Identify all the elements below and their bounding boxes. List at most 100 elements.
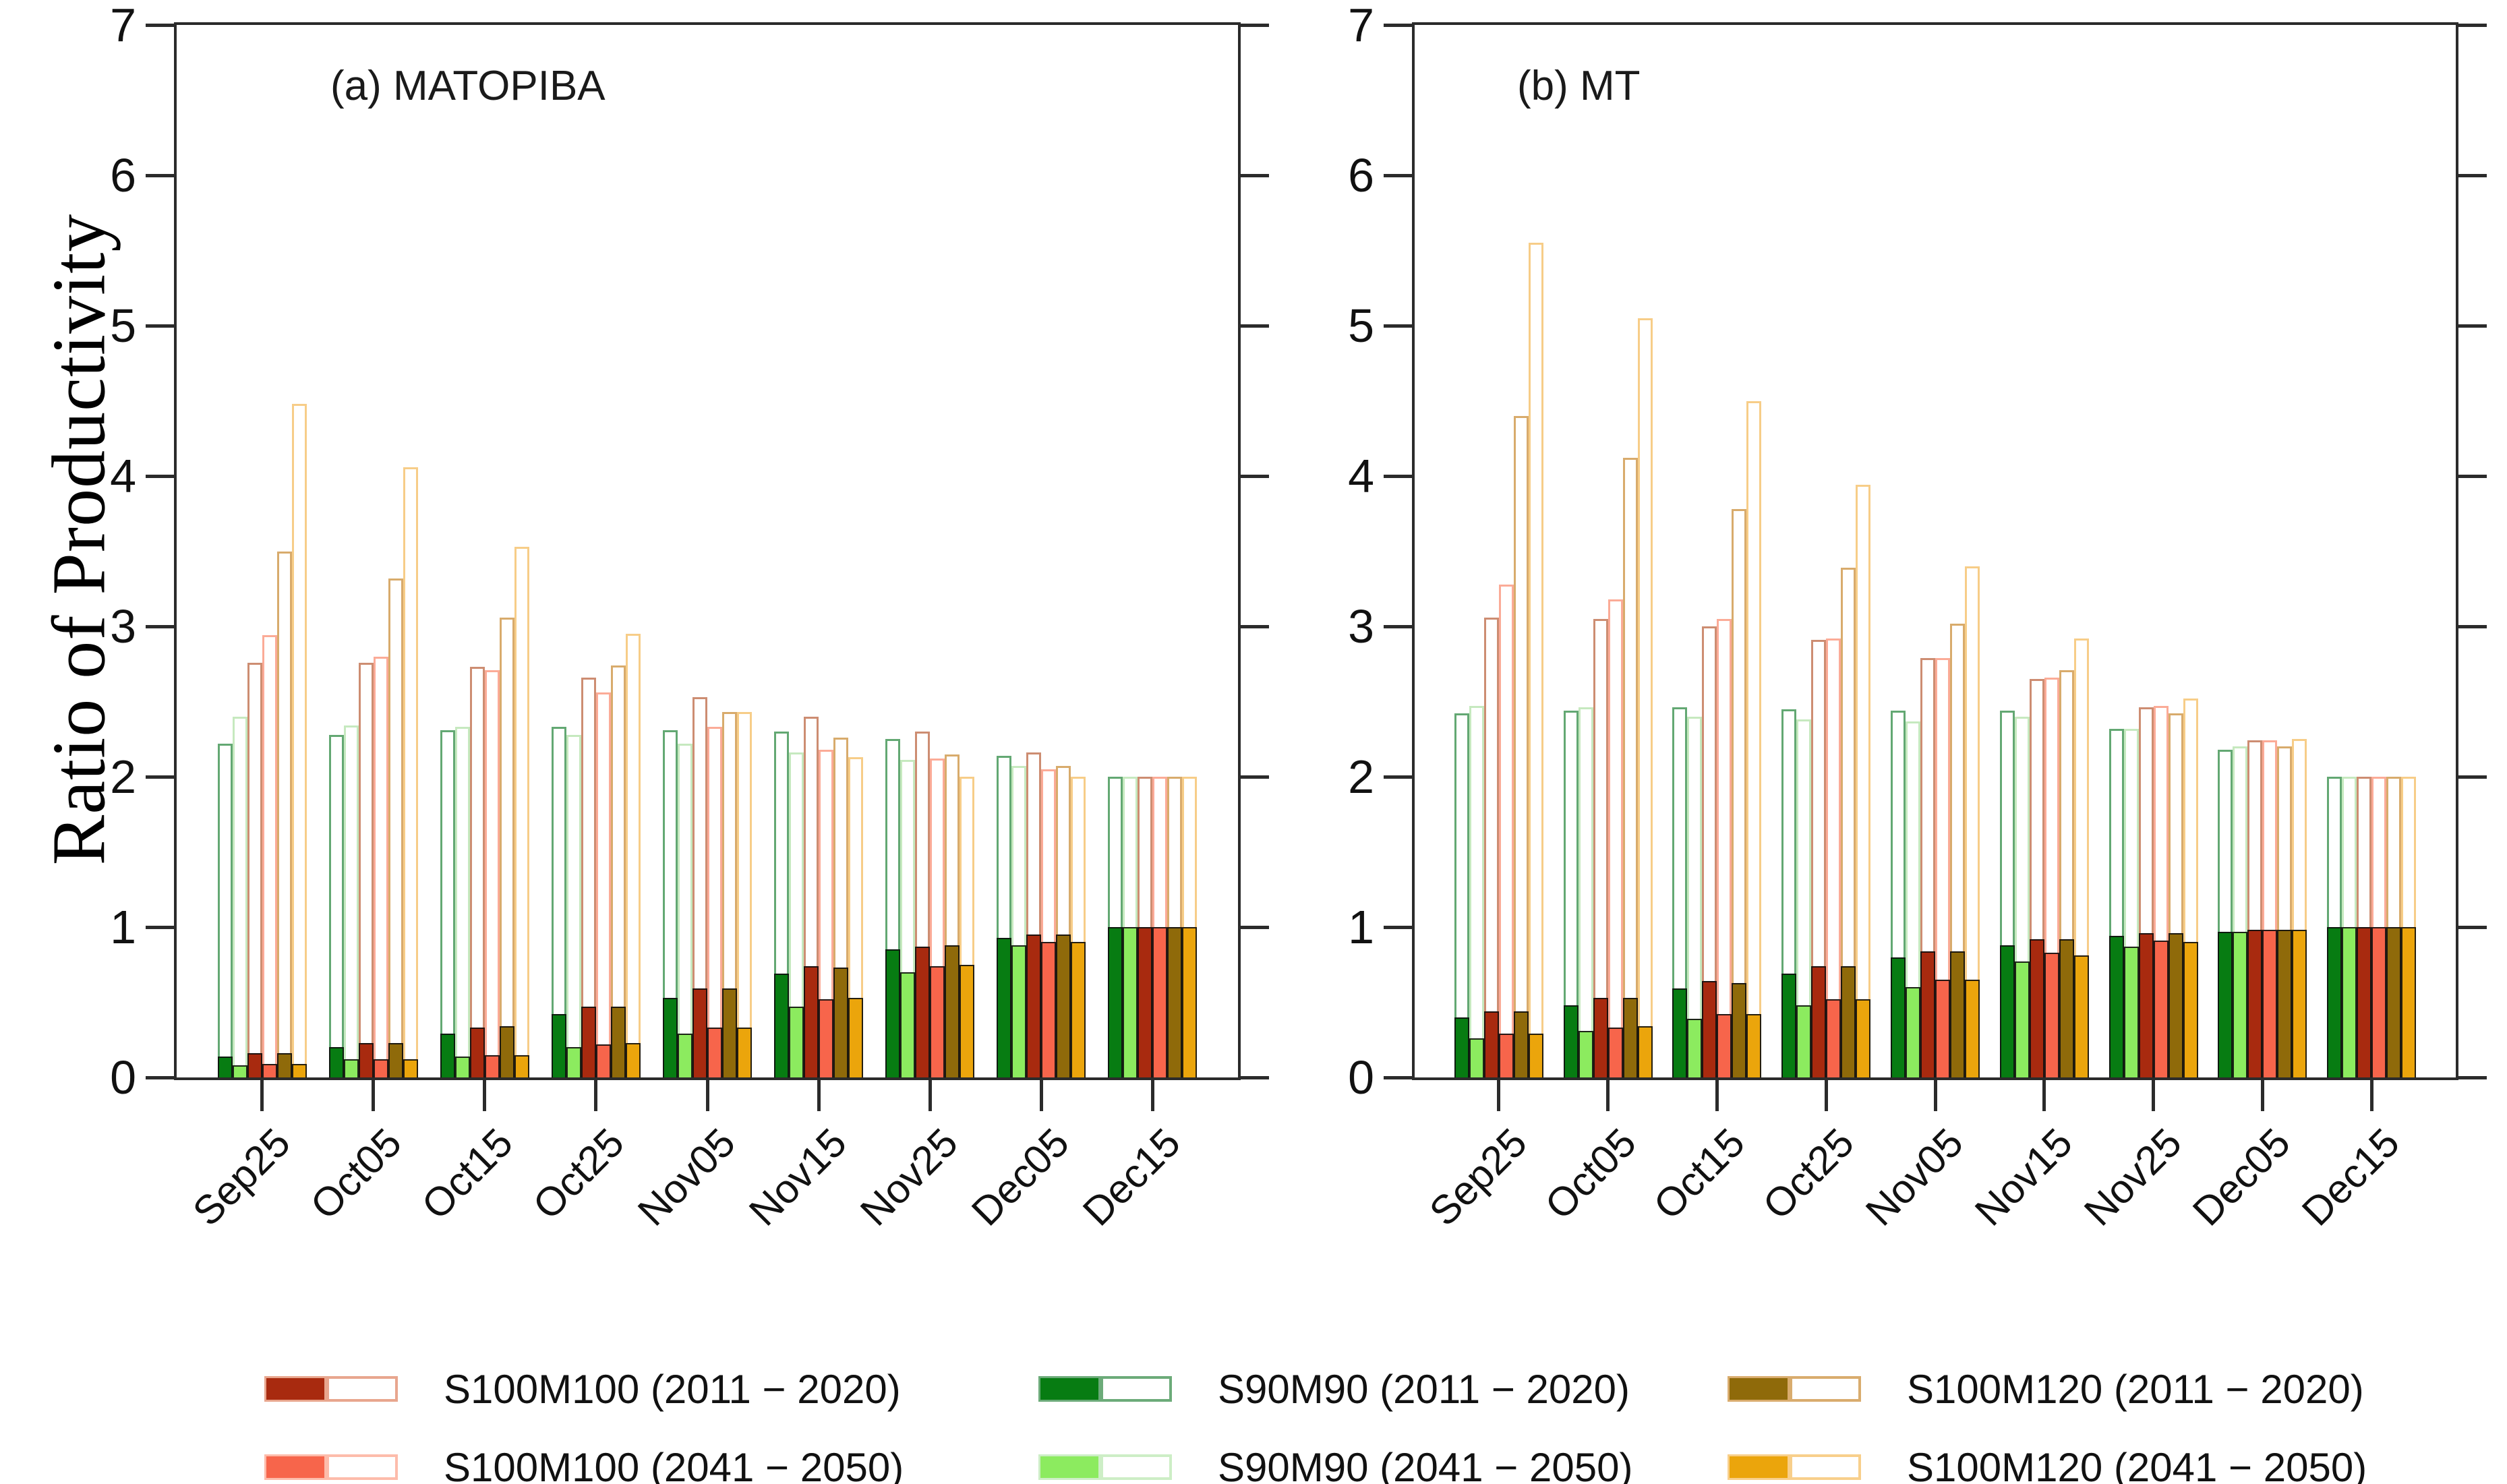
bar-hollow-s100m100-oct15 bbox=[484, 670, 500, 1077]
bar-hollow-s100m100-oct25 bbox=[1826, 638, 1841, 1077]
bar-hollow-s90m90-oct25 bbox=[551, 727, 566, 1077]
bar-filled-s100m100-sep25 bbox=[1498, 1034, 1514, 1077]
y-axis-tick-right bbox=[2458, 775, 2487, 779]
bar-filled-s100m100-nov05 bbox=[692, 988, 707, 1077]
bar-filled-s100m120-sep25 bbox=[291, 1063, 307, 1077]
y-axis-tick bbox=[1384, 1075, 1412, 1079]
x-axis-tick bbox=[372, 1080, 376, 1111]
y-axis-tick-right bbox=[2458, 925, 2487, 929]
legend-item: S100M100 (2011 − 2020) bbox=[264, 1363, 901, 1415]
bar-filled-s100m120-dec15 bbox=[2401, 927, 2417, 1077]
bar-hollow-s100m120-nov05 bbox=[722, 712, 737, 1077]
legend-swatch-hollow bbox=[1790, 1454, 1861, 1480]
bar-filled-s90m90-oct15 bbox=[1672, 988, 1688, 1077]
bar-hollow-s100m100-oct25 bbox=[595, 692, 611, 1077]
bar-filled-s100m120-nov15 bbox=[833, 968, 849, 1077]
bar-filled-s100m120-nov05 bbox=[722, 988, 737, 1077]
y-axis-tick-right bbox=[1241, 474, 1269, 478]
bar-filled-s100m100-dec05 bbox=[2247, 930, 2263, 1077]
bar-filled-s100m120-nov05 bbox=[1965, 980, 1980, 1077]
bar-hollow-s90m90-sep25 bbox=[1454, 713, 1469, 1077]
y-axis-tick-label: 2 bbox=[1348, 750, 1374, 803]
bar-filled-s100m100-oct05 bbox=[358, 1042, 374, 1077]
bar-filled-s90m90-nov15 bbox=[789, 1007, 804, 1077]
y-axis-tick-label: 5 bbox=[1348, 299, 1374, 352]
x-axis-tick bbox=[260, 1080, 264, 1111]
panel-title-b: (b) MT bbox=[1517, 63, 1641, 109]
bar-filled-s90m90-nov15 bbox=[1999, 945, 2015, 1077]
panel-matopiba: (a) MATOPIBA 0 1 2 3 4 5 6 7 Sep25 Oct05 Oct15 Oct2… bbox=[110, 1, 1269, 1235]
y-axis-tick-right bbox=[1241, 925, 1269, 929]
bar-filled-s90m90-sep25 bbox=[232, 1065, 247, 1077]
y-axis-tick-right bbox=[2458, 1075, 2487, 1079]
bar-filled-s100m120-dec05 bbox=[2277, 930, 2293, 1077]
bar-filled-s100m120-nov05 bbox=[737, 1028, 752, 1077]
bar-hollow-s100m100-sep25 bbox=[262, 635, 277, 1077]
bar-filled-s100m120-dec15 bbox=[2386, 927, 2402, 1077]
bar-hollow-s100m120-oct05 bbox=[388, 578, 403, 1077]
bar-filled-s100m100-dec05 bbox=[2262, 930, 2278, 1077]
bar-hollow-s100m120-sep25 bbox=[276, 551, 292, 1077]
bar-filled-s100m100-dec15 bbox=[2371, 927, 2387, 1077]
bar-hollow-s100m100-oct05 bbox=[358, 662, 374, 1077]
y-axis-tick-right bbox=[2458, 624, 2487, 628]
x-axis-tick bbox=[2260, 1080, 2264, 1111]
bar-filled-s100m100-oct15 bbox=[484, 1055, 500, 1077]
bar-hollow-s100m120-oct15 bbox=[499, 617, 514, 1077]
y-axis-tick bbox=[1384, 324, 1412, 328]
y-axis-tick-right bbox=[1241, 775, 1269, 779]
y-axis-tick-right bbox=[1241, 1075, 1269, 1079]
bar-filled-s100m120-nov15 bbox=[2073, 955, 2089, 1077]
bar-hollow-s100m120-oct05 bbox=[403, 467, 418, 1077]
bar-filled-s100m100-oct15 bbox=[469, 1028, 485, 1077]
legend-swatch-hollow bbox=[1100, 1376, 1172, 1402]
legend-swatch-filled bbox=[264, 1454, 326, 1480]
bar-filled-s90m90-oct05 bbox=[1578, 1030, 1593, 1077]
bar-hollow-s90m90-oct05 bbox=[328, 734, 344, 1077]
bar-hollow-s90m90-oct15 bbox=[454, 727, 470, 1077]
bar-filled-s100m120-oct15 bbox=[514, 1055, 529, 1077]
bar-filled-s90m90-nov05 bbox=[663, 997, 678, 1077]
bar-filled-s100m100-oct25 bbox=[595, 1044, 611, 1077]
bar-hollow-s100m120-oct15 bbox=[1746, 400, 1762, 1077]
bar-hollow-s100m100-nov05 bbox=[692, 696, 707, 1077]
bar-hollow-s100m100-oct15 bbox=[1702, 626, 1717, 1077]
bar-hollow-s90m90-sep25 bbox=[1469, 706, 1484, 1077]
bar-hollow-s100m120-oct15 bbox=[514, 546, 529, 1077]
bar-filled-s100m100-nov05 bbox=[1920, 951, 1935, 1077]
bar-filled-s100m100-nov05 bbox=[1935, 980, 1950, 1077]
bar-filled-s100m100-dec15 bbox=[1152, 927, 1168, 1077]
y-axis-tick-label: 3 bbox=[1348, 600, 1374, 653]
bar-filled-s90m90-oct25 bbox=[1781, 974, 1797, 1077]
y-axis-tick-right bbox=[2458, 474, 2487, 478]
bar-hollow-s100m100-nov05 bbox=[707, 727, 722, 1077]
bar-filled-s100m120-oct25 bbox=[1841, 966, 1856, 1077]
y-axis-tick bbox=[1384, 624, 1412, 628]
bar-filled-s90m90-oct25 bbox=[1796, 1005, 1812, 1077]
x-axis-tick bbox=[483, 1080, 487, 1111]
bar-filled-s100m120-oct25 bbox=[1856, 999, 1871, 1077]
y-axis-tick-right bbox=[2458, 173, 2487, 177]
bar-filled-s100m120-sep25 bbox=[1528, 1034, 1543, 1077]
bar-hollow-s100m120-sep25 bbox=[1513, 415, 1529, 1077]
bar-filled-s100m100-oct05 bbox=[1593, 997, 1608, 1077]
bar-filled-s90m90-sep25 bbox=[217, 1056, 233, 1077]
legend-swatch-hollow bbox=[1100, 1454, 1172, 1480]
bar-filled-s90m90-oct05 bbox=[1563, 1005, 1579, 1077]
bar-hollow-s100m100-oct15 bbox=[469, 667, 485, 1077]
y-axis-tick bbox=[146, 173, 174, 177]
panel-title-a: (a) MATOPIBA bbox=[330, 63, 606, 109]
bar-filled-s100m120-oct15 bbox=[499, 1026, 514, 1077]
bar-filled-s100m100-dec05 bbox=[1041, 942, 1057, 1077]
bar-filled-s90m90-oct25 bbox=[566, 1047, 581, 1077]
bar-filled-s90m90-dec05 bbox=[997, 937, 1012, 1077]
bar-filled-s100m120-nov25 bbox=[2183, 942, 2198, 1077]
bar-filled-s90m90-dec05 bbox=[1011, 945, 1027, 1077]
bar-hollow-s100m120-nov05 bbox=[737, 712, 752, 1077]
bar-filled-s100m120-dec05 bbox=[1071, 942, 1086, 1077]
bar-filled-s90m90-dec15 bbox=[2327, 927, 2342, 1077]
bar-filled-s100m100-dec15 bbox=[1138, 927, 1153, 1077]
legend-swatch-filled bbox=[1728, 1454, 1790, 1480]
x-axis-tick bbox=[817, 1080, 821, 1111]
